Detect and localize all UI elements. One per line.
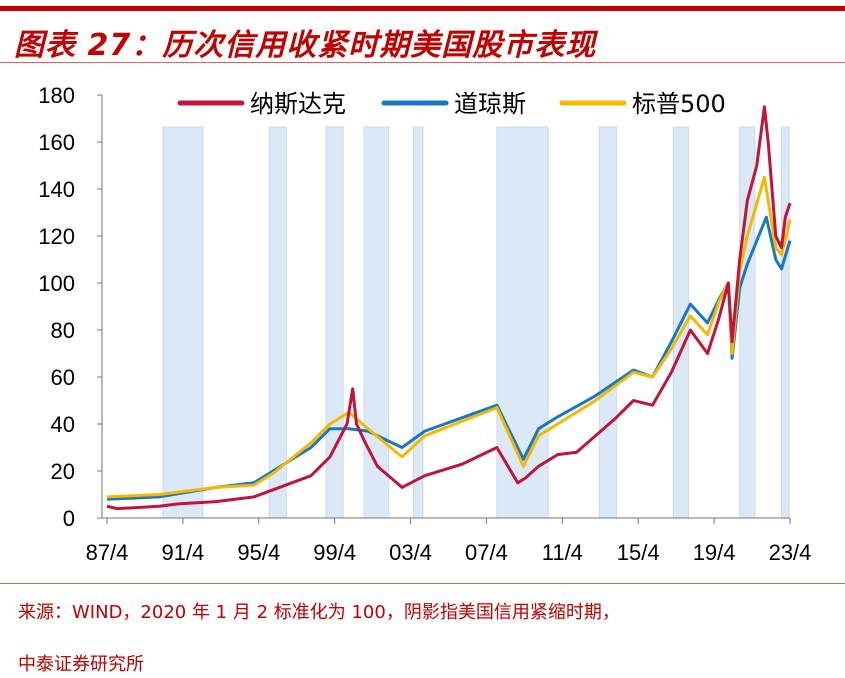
series-line-sp500 — [106, 175, 792, 499]
shaded-period — [412, 126, 424, 519]
figure-title: 图表 27：历次信用收紧时期美国股市表现 — [14, 28, 597, 63]
shaded-period — [363, 126, 390, 519]
x-tick-label: 03/4 — [389, 540, 432, 565]
y-tick-label: 40 — [51, 412, 75, 437]
x-tick-label: 91/4 — [161, 540, 204, 565]
y-tick-label: 100 — [38, 271, 75, 296]
line-chart: 0 20 40 60 80 100 120 140 160 180 87/4 91/4 95/4 99/4… — [38, 83, 812, 565]
y-tick-label: 20 — [51, 459, 75, 484]
y-tick-label: 60 — [51, 365, 75, 390]
x-tick-label: 19/4 — [693, 540, 736, 565]
x-tick-label: 23/4 — [769, 540, 812, 565]
footer-rule — [0, 583, 845, 584]
shaded-period — [162, 126, 204, 519]
y-tick-label: 120 — [38, 224, 75, 249]
x-tick-label: 11/4 — [542, 540, 583, 565]
source-note: 来源：WIND，2020 年 1 月 2 标准化为 100，阴影指美国信用紧缩时… — [18, 602, 620, 623]
top-rule — [0, 6, 845, 11]
y-tick-label: 180 — [38, 83, 75, 108]
x-tick-label: 95/4 — [237, 540, 280, 565]
shaded-period — [598, 126, 617, 519]
series-line-nasdaq — [106, 105, 792, 511]
x-tick-label: 07/4 — [465, 540, 508, 565]
x-tick-label: 87/4 — [86, 540, 129, 565]
shaded-period — [780, 126, 790, 519]
legend-label-nasdaq: 纳斯达克 — [250, 90, 346, 118]
x-tick-label: 99/4 — [313, 540, 356, 565]
y-tick-label: 0 — [63, 506, 75, 531]
title-rule — [0, 62, 845, 63]
y-tick-label: 80 — [51, 318, 75, 343]
shaded-period — [496, 126, 549, 519]
shaded-period — [268, 126, 287, 519]
x-tick-label: 15/4 — [617, 540, 660, 565]
series-line-dow — [106, 215, 792, 501]
y-tick-label: 160 — [38, 130, 75, 155]
y-tick-label: 140 — [38, 177, 75, 202]
legend-label-sp500: 标普500 — [632, 90, 726, 118]
legend-label-dow: 道琼斯 — [454, 90, 526, 118]
institution-note: 中泰证券研究所 — [18, 654, 144, 675]
